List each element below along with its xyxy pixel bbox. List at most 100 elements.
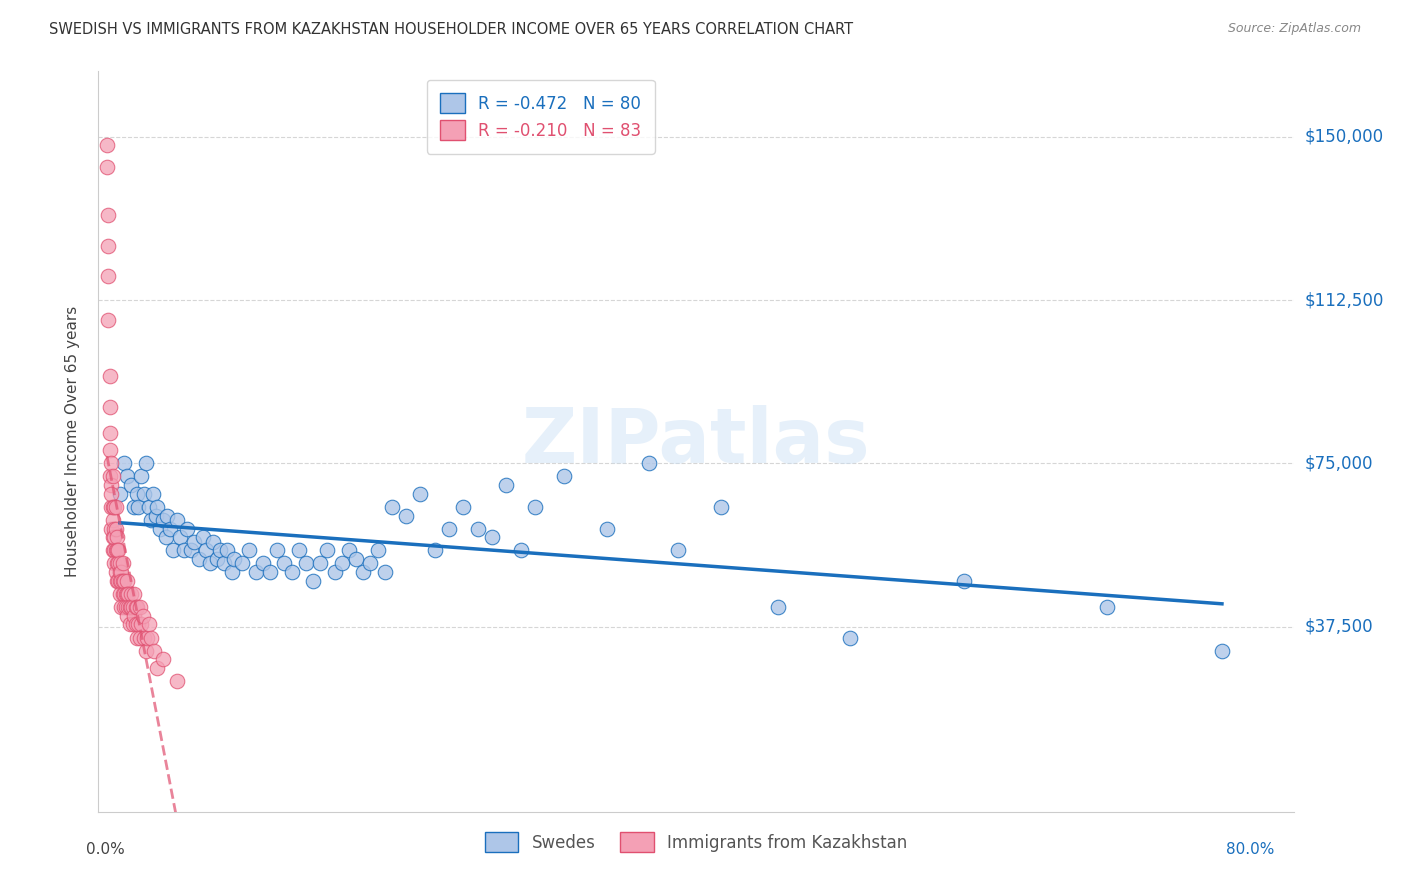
- Point: [209, 543, 232, 558]
- Point: [114, 600, 136, 615]
- Point: [437, 522, 460, 536]
- Point: [115, 608, 138, 623]
- Point: [108, 487, 131, 501]
- Point: [112, 574, 135, 588]
- Point: [118, 617, 141, 632]
- Point: [112, 587, 135, 601]
- Point: [509, 543, 531, 558]
- Point: [104, 543, 127, 558]
- Point: [121, 600, 143, 615]
- Point: [124, 600, 146, 615]
- Point: [138, 500, 160, 514]
- Point: [125, 487, 148, 501]
- Point: [108, 565, 131, 579]
- Point: [201, 534, 224, 549]
- Point: [252, 557, 274, 571]
- Point: [100, 456, 122, 470]
- Point: [838, 631, 860, 645]
- Point: [97, 312, 120, 326]
- Point: [97, 238, 120, 252]
- Point: [302, 574, 325, 588]
- Point: [146, 661, 169, 675]
- Point: [124, 617, 146, 632]
- Point: [205, 552, 228, 566]
- Legend: Swedes, Immigrants from Kazakhstan: Swedes, Immigrants from Kazakhstan: [478, 825, 914, 859]
- Point: [173, 543, 195, 558]
- Point: [105, 530, 128, 544]
- Point: [131, 617, 153, 632]
- Point: [103, 500, 125, 514]
- Point: [467, 522, 489, 536]
- Point: [129, 600, 152, 615]
- Point: [156, 508, 179, 523]
- Point: [101, 469, 124, 483]
- Point: [381, 500, 404, 514]
- Point: [295, 557, 318, 571]
- Point: [101, 530, 124, 544]
- Point: [138, 617, 160, 632]
- Point: [136, 631, 159, 645]
- Point: [108, 574, 131, 588]
- Point: [374, 565, 396, 579]
- Point: [120, 478, 142, 492]
- Point: [155, 530, 177, 544]
- Point: [128, 617, 150, 632]
- Point: [122, 500, 145, 514]
- Point: [96, 138, 118, 153]
- Point: [143, 643, 166, 657]
- Point: [409, 487, 432, 501]
- Point: [221, 565, 243, 579]
- Point: [97, 208, 120, 222]
- Point: [108, 587, 131, 601]
- Point: [100, 478, 122, 492]
- Point: [145, 508, 167, 523]
- Point: [100, 522, 122, 536]
- Point: [98, 425, 121, 440]
- Point: [231, 557, 253, 571]
- Point: [183, 534, 205, 549]
- Point: [142, 487, 165, 501]
- Point: [107, 574, 129, 588]
- Point: [104, 500, 127, 514]
- Point: [110, 574, 132, 588]
- Point: [337, 543, 360, 558]
- Point: [187, 552, 209, 566]
- Point: [1097, 600, 1119, 615]
- Point: [194, 543, 217, 558]
- Point: [134, 487, 156, 501]
- Point: [523, 500, 546, 514]
- Point: [98, 469, 121, 483]
- Point: [132, 608, 155, 623]
- Point: [110, 565, 132, 579]
- Point: [323, 565, 346, 579]
- Point: [125, 631, 148, 645]
- Point: [453, 500, 475, 514]
- Point: [121, 617, 143, 632]
- Point: [100, 500, 122, 514]
- Point: [330, 557, 353, 571]
- Point: [245, 565, 267, 579]
- Point: [495, 478, 517, 492]
- Point: [359, 557, 381, 571]
- Point: [110, 600, 132, 615]
- Point: [666, 543, 689, 558]
- Point: [224, 552, 246, 566]
- Point: [103, 557, 125, 571]
- Point: [166, 674, 188, 689]
- Point: [104, 565, 127, 579]
- Point: [103, 543, 125, 558]
- Point: [273, 557, 295, 571]
- Point: [112, 456, 135, 470]
- Text: 80.0%: 80.0%: [1226, 842, 1275, 857]
- Point: [280, 565, 302, 579]
- Y-axis label: Householder Income Over 65 years: Householder Income Over 65 years: [65, 306, 80, 577]
- Text: $75,000: $75,000: [1305, 454, 1374, 473]
- Point: [166, 513, 188, 527]
- Point: [114, 587, 136, 601]
- Point: [107, 543, 129, 558]
- Point: [108, 557, 131, 571]
- Point: [122, 608, 145, 623]
- Point: [141, 513, 163, 527]
- Point: [316, 543, 339, 558]
- Text: SWEDISH VS IMMIGRANTS FROM KAZAKHSTAN HOUSEHOLDER INCOME OVER 65 YEARS CORRELATI: SWEDISH VS IMMIGRANTS FROM KAZAKHSTAN HO…: [49, 22, 853, 37]
